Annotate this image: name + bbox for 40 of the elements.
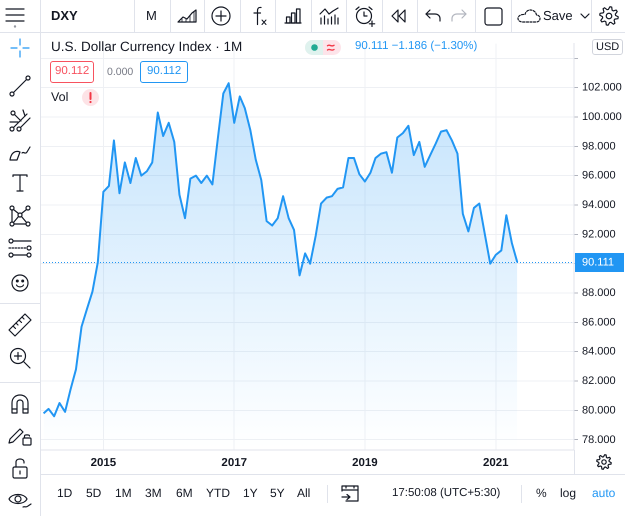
y-tick-label: 98.000 xyxy=(582,140,616,152)
x-tick-label: 2017 xyxy=(221,457,248,470)
chart-title: U.S. Dollar Currency Index · 1M xyxy=(51,39,242,55)
annotation: 90.112 xyxy=(140,61,188,83)
y-tick-label: 80.000 xyxy=(582,404,616,416)
text: 1M xyxy=(115,486,132,501)
x-tick-label: 2021 xyxy=(482,457,510,470)
y-tick-label: 94.000 xyxy=(582,199,616,212)
annotation: 90.112 xyxy=(50,61,94,83)
text: 3M xyxy=(145,486,162,501)
text: USD xyxy=(592,38,624,56)
text: 5D xyxy=(86,486,102,501)
text: 17:50:08 (UTC+5:30) xyxy=(392,487,500,501)
y-tick-label: 82.000 xyxy=(582,375,616,388)
text: auto xyxy=(592,486,616,501)
x-tick-label: 2019 xyxy=(352,457,378,470)
text: 1Y xyxy=(243,486,258,501)
y-tick-label: 96.000 xyxy=(582,170,616,182)
y-tick-label: 88.000 xyxy=(582,287,616,300)
text: M xyxy=(146,8,157,24)
text: Save xyxy=(543,8,573,24)
x-tick-label: 2015 xyxy=(90,457,117,470)
y-tick-label: 86.000 xyxy=(582,316,616,328)
text: 6M xyxy=(176,486,193,501)
text: log xyxy=(560,486,576,501)
y-tick-label: 92.000 xyxy=(582,228,616,240)
text: 1D xyxy=(57,486,72,501)
text: 5Y xyxy=(270,486,285,501)
chart-subtitle: 90.111 −1.186 (−1.30%) xyxy=(355,40,478,54)
annotation: Vol xyxy=(51,90,68,104)
y-tick-label: 84.000 xyxy=(582,346,616,358)
text: All xyxy=(297,486,310,501)
text: YTD xyxy=(206,486,230,501)
text: DXY xyxy=(51,8,78,24)
text: % xyxy=(536,486,547,501)
y-tick-label: 78.000 xyxy=(582,434,616,446)
annotation: 0.000 xyxy=(107,66,134,78)
y-tick-label: 102.000 xyxy=(582,82,622,94)
y-tick-label: 100.000 xyxy=(582,110,622,123)
ref-line-label: 90.111 xyxy=(582,256,614,269)
